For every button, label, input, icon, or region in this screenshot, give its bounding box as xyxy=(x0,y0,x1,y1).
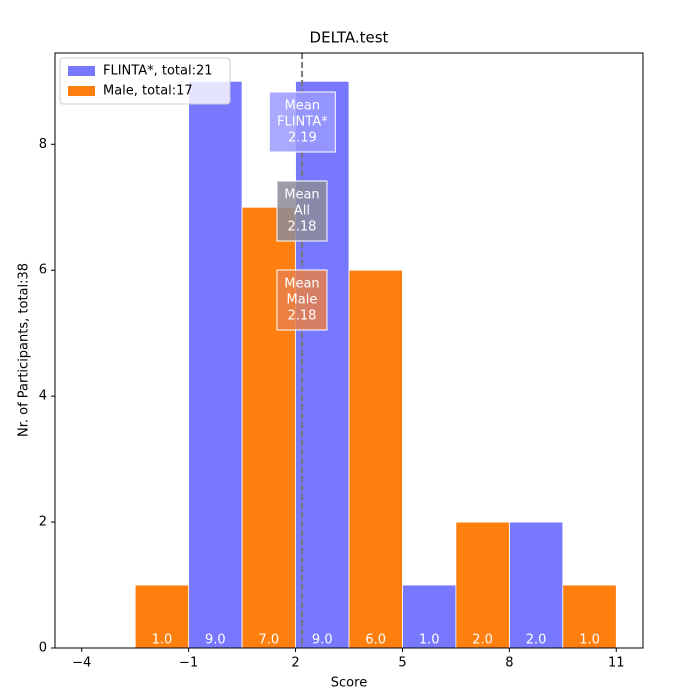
mean-label: FLINTA* xyxy=(277,115,328,130)
bar xyxy=(455,521,510,649)
mean-box xyxy=(268,91,336,153)
value-label: 6.0 xyxy=(365,633,386,648)
value-label: 2.0 xyxy=(526,633,547,648)
x-tick-label: 2 xyxy=(291,656,299,671)
legend-box xyxy=(59,57,231,105)
value-label: 1.0 xyxy=(419,633,440,648)
x-axis-label: Score xyxy=(331,676,367,691)
bar xyxy=(562,584,617,649)
mean-label: Mean xyxy=(284,188,319,203)
mean-label: Male xyxy=(287,293,318,308)
legend-label: FLINTA*, total:21 xyxy=(103,64,213,79)
value-label: 9.0 xyxy=(205,633,226,648)
mean-label: Mean xyxy=(285,99,320,114)
y-tick-label: 8 xyxy=(39,137,47,152)
bar xyxy=(188,80,243,649)
bar xyxy=(295,80,350,649)
mean-value: 2.19 xyxy=(288,131,317,146)
mean-label: Mean xyxy=(284,277,319,292)
plot-frame xyxy=(54,52,644,649)
chart-title: DELTA.test xyxy=(310,29,389,47)
legend-swatch xyxy=(68,66,95,76)
value-label: 1.0 xyxy=(579,633,600,648)
mean-box xyxy=(276,180,328,242)
mean-value: 2.18 xyxy=(287,309,316,324)
x-tick-label: 11 xyxy=(608,656,625,671)
legend-label: Male, total:17 xyxy=(103,84,193,99)
y-tick-label: 0 xyxy=(39,641,47,656)
value-label: 2.0 xyxy=(472,633,493,648)
x-tick-label: −4 xyxy=(72,656,91,671)
value-label: 7.0 xyxy=(258,633,279,648)
y-tick-label: 4 xyxy=(39,389,47,404)
value-label: 9.0 xyxy=(312,633,333,648)
x-tick-label: 5 xyxy=(398,656,406,671)
y-axis-label: Nr. of Participants, total:38 xyxy=(17,263,32,437)
x-tick-label: −1 xyxy=(179,656,198,671)
x-tick-label: 8 xyxy=(505,656,513,671)
value-label: 1.0 xyxy=(152,633,173,648)
y-tick-label: 6 xyxy=(39,263,47,278)
mean-box xyxy=(276,269,328,331)
legend-swatch xyxy=(68,86,95,96)
y-tick-label: 2 xyxy=(39,515,47,530)
bar xyxy=(348,269,403,649)
bar xyxy=(134,584,190,649)
mean-value: 2.18 xyxy=(287,220,316,235)
mean-label: All xyxy=(294,204,310,219)
bar xyxy=(402,584,457,649)
bar xyxy=(508,521,564,649)
